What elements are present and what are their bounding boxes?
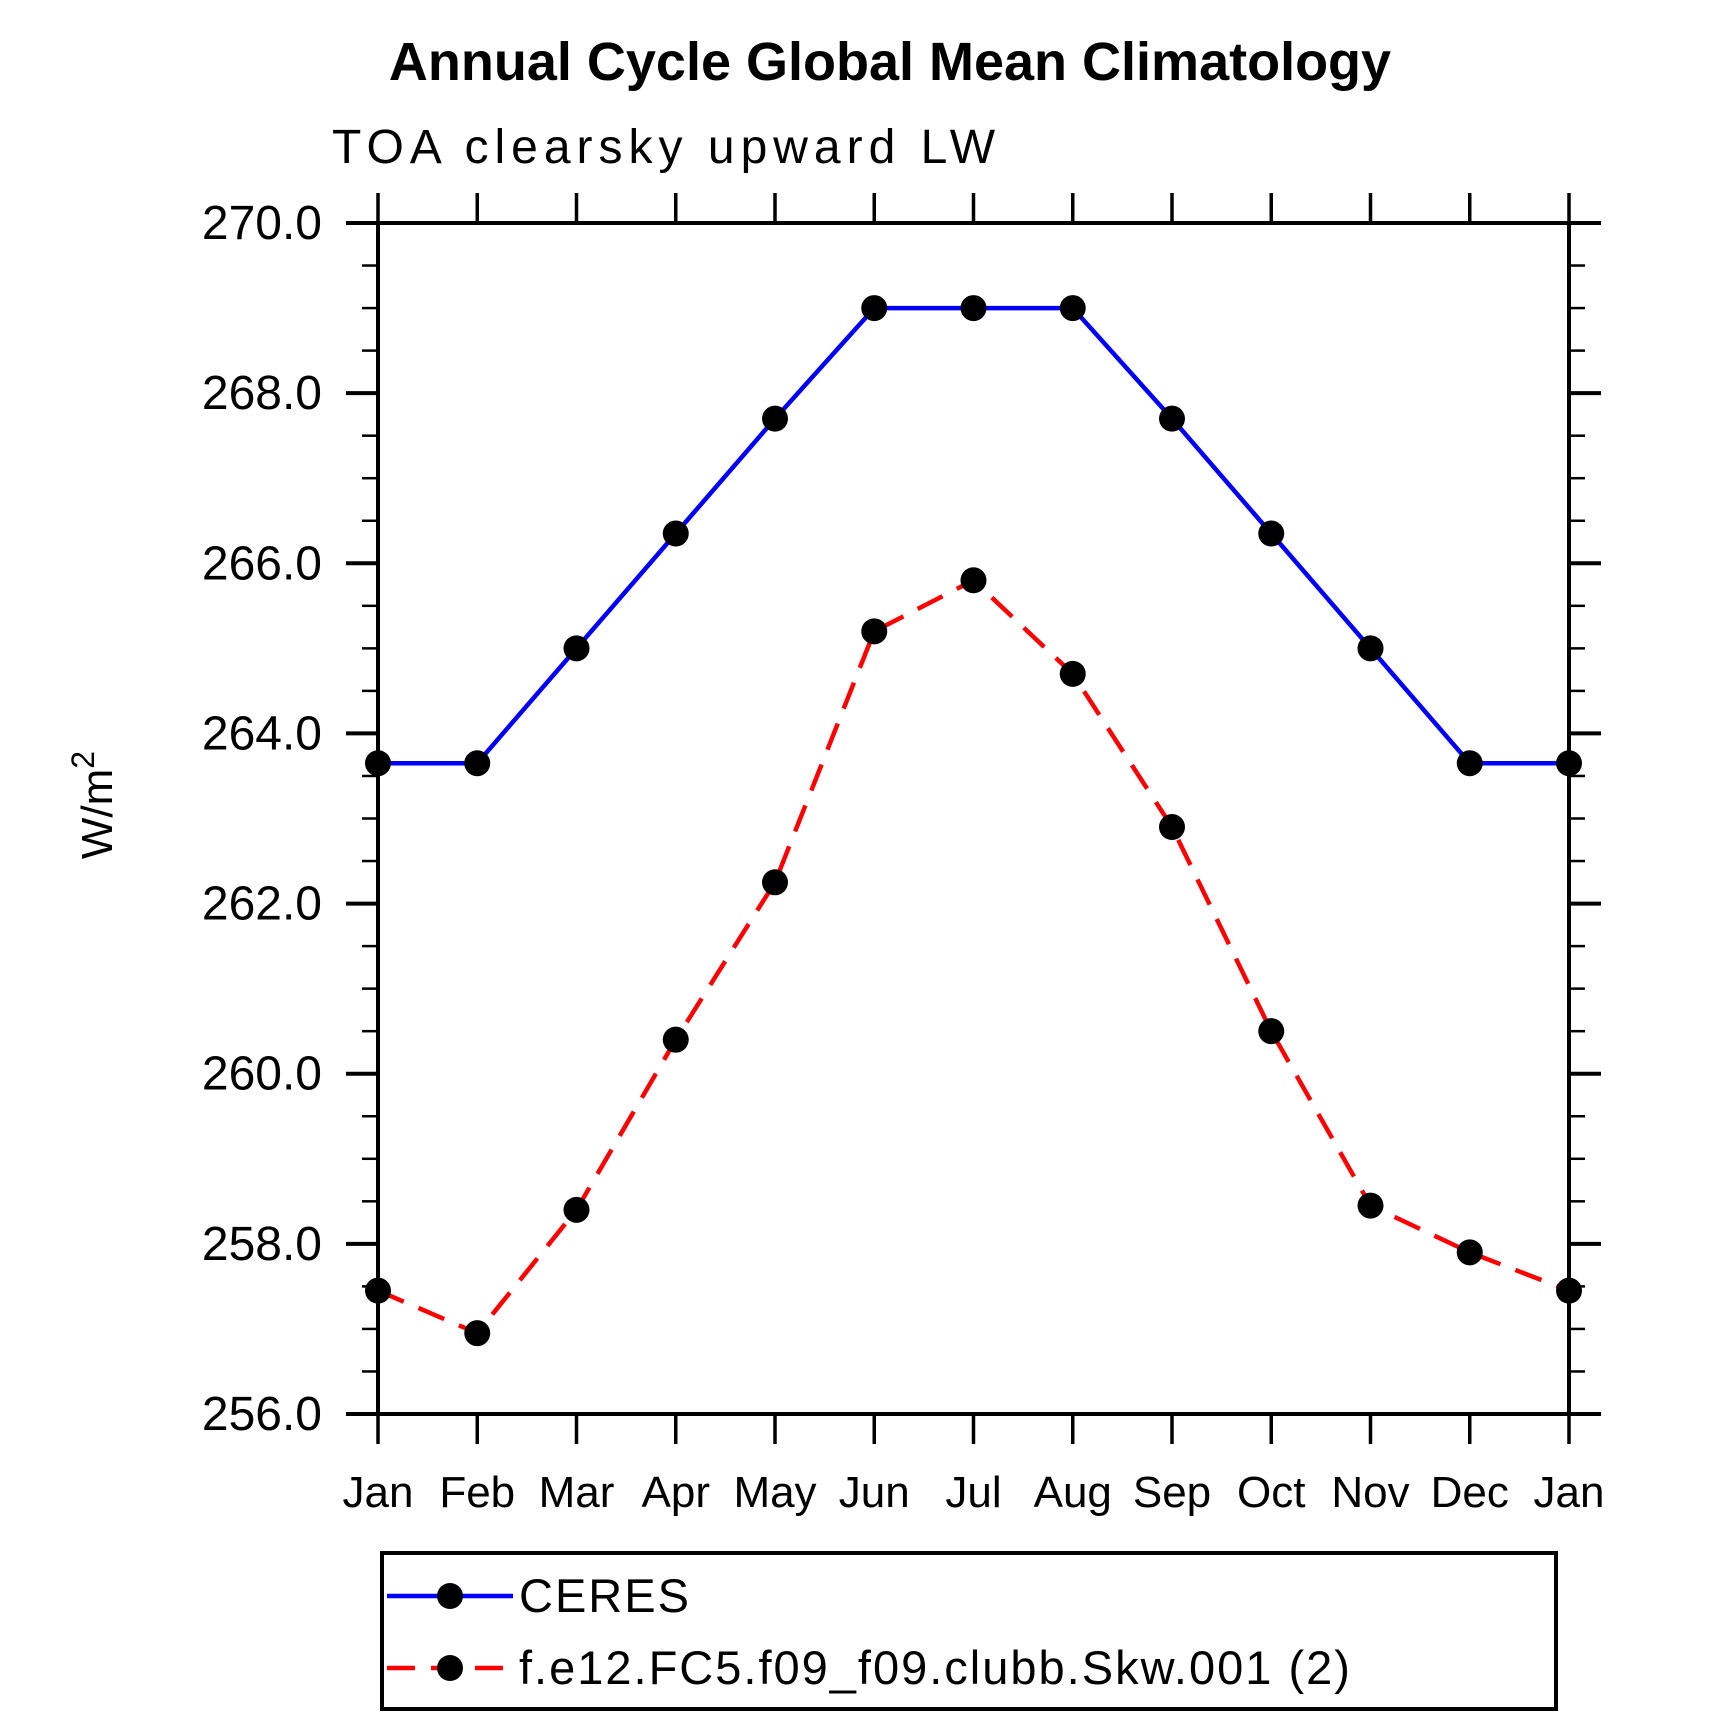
y-tick-label: 262.0 <box>202 878 322 931</box>
data-point-marker <box>1456 1239 1483 1266</box>
data-point-marker <box>1159 405 1185 432</box>
x-tick-label: Mar <box>539 1468 615 1517</box>
chart-title: Annual Cycle Global Mean Climatology <box>389 32 1391 92</box>
x-tick-label: May <box>733 1468 816 1517</box>
legend-label-model: f.e12.FC5.f09_f09.clubb.Skw.001 (2) <box>519 1641 1352 1694</box>
data-point-marker <box>762 405 788 432</box>
data-point-marker <box>563 635 590 662</box>
x-tick-label: Aug <box>1034 1468 1112 1517</box>
chart-subtitle: TOA clearsky upward LW <box>332 121 1001 174</box>
data-point-marker <box>365 750 391 777</box>
x-tick-label: Nov <box>1331 1468 1409 1517</box>
x-tick-label: Jan <box>343 1468 414 1517</box>
data-point-marker <box>563 1196 590 1223</box>
data-point-marker <box>464 750 491 777</box>
plot-frame <box>376 221 1571 1416</box>
data-point-marker <box>1258 1018 1285 1045</box>
data-point-marker <box>1258 520 1285 547</box>
y-tick-label: 258.0 <box>202 1218 322 1271</box>
data-point-marker <box>1357 635 1384 662</box>
series-lines <box>365 295 1582 1347</box>
y-tick-label: 256.0 <box>202 1388 322 1441</box>
data-point-marker <box>1357 1192 1384 1219</box>
data-point-marker <box>662 1026 689 1053</box>
y-tick-label: 268.0 <box>202 367 322 420</box>
x-tick-label: Jan <box>1534 1468 1605 1517</box>
data-point-marker <box>1059 660 1086 687</box>
y-axis-label-base: W/m <box>73 769 122 859</box>
axes: 256.0 258.0 260.0 262.0 264.0 266.0 268.0 270.0… <box>202 193 1605 1517</box>
legend-marker-sample <box>437 1583 463 1609</box>
series-line-model <box>377 577 1570 1336</box>
data-point-marker <box>861 618 888 645</box>
y-tick-label: 264.0 <box>202 707 322 760</box>
series-line-ceres <box>378 305 1569 766</box>
y-tick-label: 260.0 <box>202 1048 322 1101</box>
y-tick-label: 266.0 <box>202 537 322 590</box>
data-point-marker <box>1059 295 1086 322</box>
legend: CERES f.e12.FC5.f09_f09.clubb.Skw.001 (2… <box>380 1551 1558 1711</box>
data-point-marker <box>1456 750 1483 777</box>
data-point-marker <box>1556 1277 1582 1304</box>
data-point-marker <box>365 1277 391 1304</box>
data-point-marker <box>464 1320 491 1347</box>
x-tick-label: Oct <box>1237 1468 1305 1517</box>
y-axis-label: W/m2 <box>65 751 122 859</box>
data-point-marker <box>662 520 689 547</box>
legend-box <box>380 1551 1558 1711</box>
data-point-marker <box>1556 750 1582 777</box>
legend-samples <box>387 1583 513 1681</box>
legend-marker-sample <box>437 1655 463 1681</box>
x-tick-label: Dec <box>1431 1468 1509 1517</box>
data-point-marker <box>1159 814 1185 841</box>
x-tick-label: Sep <box>1133 1468 1211 1517</box>
x-tick-label: Apr <box>642 1468 710 1517</box>
x-tick-label: Feb <box>439 1468 515 1517</box>
data-point-marker <box>762 869 788 896</box>
y-axis-label-superscript: 2 <box>65 751 101 769</box>
data-point-marker <box>960 567 987 594</box>
legend-label-ceres: CERES <box>519 1569 691 1622</box>
y-tick-label: 270.0 <box>202 197 322 250</box>
data-point-marker <box>960 295 987 322</box>
x-tick-label: Jun <box>839 1468 910 1517</box>
x-tick-label: Jul <box>945 1468 1001 1517</box>
data-point-marker <box>861 295 888 322</box>
